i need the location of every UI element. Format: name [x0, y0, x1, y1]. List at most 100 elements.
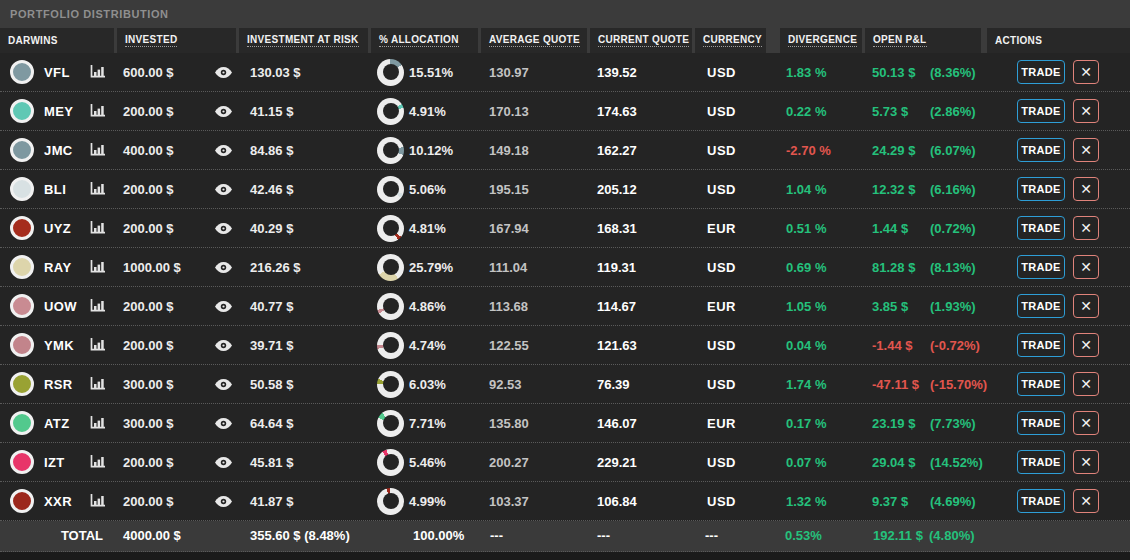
close-icon: ✕	[1080, 493, 1092, 509]
bar-chart-icon[interactable]	[90, 338, 105, 352]
eye-icon[interactable]	[215, 262, 232, 273]
column-header-investment-at-risk: INVESTMENT AT RISK	[239, 28, 368, 53]
darwin-ticker[interactable]: UYZ	[44, 221, 71, 236]
close-position-button[interactable]: ✕	[1073, 450, 1099, 474]
trade-button[interactable]: TRADE	[1017, 450, 1065, 474]
allocation-cell: 4.81%	[371, 209, 481, 247]
divergence-cell: 1.83 %	[769, 53, 865, 91]
darwin-avatar	[10, 333, 34, 357]
trade-button[interactable]: TRADE	[1017, 411, 1065, 435]
darwin-ticker[interactable]: VFL	[44, 65, 70, 80]
bar-chart-icon[interactable]	[90, 416, 105, 430]
eye-icon[interactable]	[215, 301, 232, 312]
average-quote-value: 122.55	[489, 338, 529, 353]
bar-chart-icon[interactable]	[90, 494, 105, 508]
pnl-value: 12.32 $	[872, 182, 924, 197]
allocation-cell: 4.99%	[371, 482, 481, 520]
darwin-ticker[interactable]: YMK	[44, 338, 74, 353]
trade-button[interactable]: TRADE	[1017, 372, 1065, 396]
close-position-button[interactable]: ✕	[1073, 138, 1099, 162]
bar-chart-icon[interactable]	[90, 65, 105, 79]
darwin-ticker[interactable]: RAY	[44, 260, 71, 275]
eye-icon[interactable]	[215, 457, 232, 468]
darwin-ticker[interactable]: RSR	[44, 377, 73, 392]
at-risk-value: 50.58 $	[250, 377, 293, 392]
divergence-value: 1.32 %	[786, 494, 826, 509]
eye-icon[interactable]	[215, 223, 232, 234]
panel-title: PORTFOLIO DISTRIBUTION	[10, 8, 169, 20]
bar-chart-icon[interactable]	[90, 455, 105, 469]
trade-button[interactable]: TRADE	[1017, 177, 1065, 201]
open-pnl-cell: -1.44 $ (-0.72%)	[865, 326, 984, 364]
pnl-percent: (-0.72%)	[930, 338, 980, 353]
bar-chart-icon[interactable]	[90, 182, 105, 196]
trade-button[interactable]: TRADE	[1017, 138, 1065, 162]
darwin-ticker[interactable]: IZT	[44, 455, 65, 470]
eye-icon[interactable]	[215, 496, 232, 507]
pnl-value: 1.44 $	[872, 221, 924, 236]
close-position-button[interactable]: ✕	[1073, 489, 1099, 513]
trade-button[interactable]: TRADE	[1017, 60, 1065, 84]
allocation-donut	[377, 176, 404, 203]
trade-button[interactable]: TRADE	[1017, 216, 1065, 240]
average-quote-value: 113.68	[489, 299, 528, 314]
currency-cell: USD	[695, 443, 769, 481]
bar-chart-icon[interactable]	[90, 299, 105, 313]
bar-chart-icon[interactable]	[90, 143, 105, 157]
total-label: TOTAL	[0, 521, 103, 551]
darwin-ticker[interactable]: ATZ	[44, 416, 70, 431]
currency-cell: USD	[695, 248, 769, 286]
trade-button[interactable]: TRADE	[1017, 489, 1065, 513]
close-position-button[interactable]: ✕	[1073, 177, 1099, 201]
close-position-button[interactable]: ✕	[1073, 60, 1099, 84]
invested-cell: 300.00 $	[117, 404, 239, 442]
currency-cell: USD	[695, 170, 769, 208]
close-position-button[interactable]: ✕	[1073, 333, 1099, 357]
divergence-cell: 0.17 %	[769, 404, 865, 442]
close-position-button[interactable]: ✕	[1073, 255, 1099, 279]
allocation-value: 7.71%	[409, 416, 446, 431]
darwin-ticker[interactable]: UOW	[44, 299, 77, 314]
at-risk-cell: 39.71 $	[239, 326, 371, 364]
bar-chart-icon[interactable]	[90, 260, 105, 274]
allocation-donut	[377, 488, 404, 515]
close-position-button[interactable]: ✕	[1073, 372, 1099, 396]
allocation-donut	[377, 410, 404, 437]
currency-value: USD	[707, 65, 736, 80]
darwin-ticker[interactable]: BLI	[44, 182, 66, 197]
trade-button[interactable]: TRADE	[1017, 255, 1065, 279]
close-position-button[interactable]: ✕	[1073, 99, 1099, 123]
trade-button[interactable]: TRADE	[1017, 333, 1065, 357]
close-position-button[interactable]: ✕	[1073, 411, 1099, 435]
divergence-cell: 1.74 %	[769, 365, 865, 403]
divergence-value: 1.83 %	[786, 65, 826, 80]
bar-chart-icon[interactable]	[90, 221, 105, 235]
divergence-cell: 0.04 %	[769, 326, 865, 364]
eye-icon[interactable]	[215, 106, 232, 117]
open-pnl-cell: 23.19 $ (7.73%)	[865, 404, 984, 442]
eye-icon[interactable]	[215, 379, 232, 390]
column-header-divergence: DIVERGENCE	[780, 28, 862, 53]
trade-button[interactable]: TRADE	[1017, 99, 1065, 123]
close-position-button[interactable]: ✕	[1073, 294, 1099, 318]
open-pnl-cell: 81.28 $ (8.13%)	[865, 248, 984, 286]
darwin-ticker[interactable]: JMC	[44, 143, 73, 158]
darwin-avatar	[10, 450, 34, 474]
eye-icon[interactable]	[215, 184, 232, 195]
bar-chart-icon[interactable]	[90, 104, 105, 118]
eye-icon[interactable]	[215, 67, 232, 78]
total-row: TOTAL 4000.00 $ 355.60 $ (8.48%) 100.00%…	[0, 521, 1130, 552]
eye-icon[interactable]	[215, 340, 232, 351]
eye-icon[interactable]	[215, 145, 232, 156]
bottom-strip	[0, 552, 1130, 560]
eye-icon[interactable]	[215, 418, 232, 429]
close-position-button[interactable]: ✕	[1073, 216, 1099, 240]
bar-chart-icon[interactable]	[90, 377, 105, 391]
trade-button[interactable]: TRADE	[1017, 294, 1065, 318]
current-quote-cell: 139.52	[590, 53, 695, 91]
currency-cell: USD	[695, 326, 769, 364]
darwin-ticker[interactable]: XXR	[44, 494, 72, 509]
allocation-cell: 6.03%	[371, 365, 481, 403]
at-risk-cell: 45.81 $	[239, 443, 371, 481]
darwin-ticker[interactable]: MEY	[44, 104, 73, 119]
